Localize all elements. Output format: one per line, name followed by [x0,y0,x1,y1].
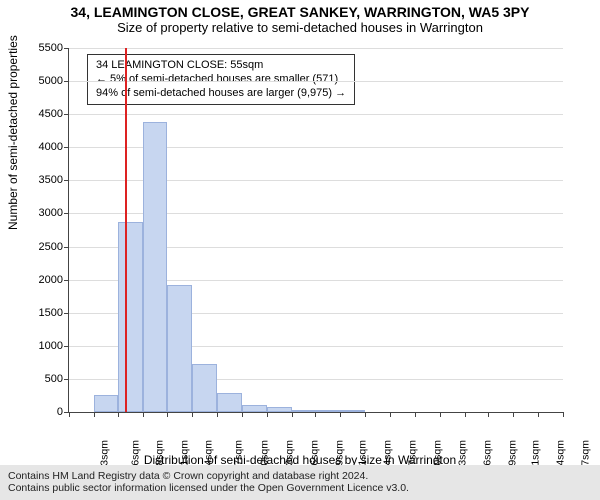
x-tick [292,412,293,417]
histogram-bar [267,407,292,412]
x-tick [192,412,193,417]
x-tick [563,412,564,417]
y-tick [64,247,69,248]
histogram-bar [217,393,242,412]
y-tick-label: 4500 [23,108,63,120]
histogram-bar [143,122,168,412]
x-tick [390,412,391,417]
y-tick-label: 500 [23,373,63,385]
y-tick [64,180,69,181]
y-tick [64,81,69,82]
x-tick [94,412,95,417]
histogram-bar [192,364,217,412]
y-tick [64,280,69,281]
chart-title-block: 34, LEAMINGTON CLOSE, GREAT SANKEY, WARR… [0,4,600,35]
y-tick [64,379,69,380]
footnote-line-2: Contains public sector information licen… [8,482,592,494]
x-tick [415,412,416,417]
legend-line-2: ← 5% of semi-detached houses are smaller… [96,73,346,87]
y-tick-label: 5000 [23,75,63,87]
y-tick-label: 4000 [23,141,63,153]
y-tick [64,48,69,49]
y-tick [64,213,69,214]
y-tick [64,114,69,115]
chart-container: 34, LEAMINGTON CLOSE, GREAT SANKEY, WARR… [0,0,600,500]
y-tick-label: 3500 [23,174,63,186]
x-tick [488,412,489,417]
histogram-bar [242,405,267,412]
chart-subtitle: Size of property relative to semi-detach… [0,20,600,35]
plot-area: 34 LEAMINGTON CLOSE: 55sqm ← 5% of semi-… [68,48,563,413]
legend-line-3: 94% of semi-detached houses are larger (… [96,87,346,101]
x-tick [315,412,316,417]
y-tick-label: 0 [23,406,63,418]
histogram-bar [118,222,143,412]
histogram-bar [315,410,340,412]
chart-title: 34, LEAMINGTON CLOSE, GREAT SANKEY, WARR… [0,4,600,20]
histogram-bar [340,410,365,412]
histogram-bar [94,395,118,412]
histogram-bar [167,285,192,412]
x-tick [267,412,268,417]
gridline [69,81,563,82]
y-axis-label: Number of semi-detached properties [6,35,20,230]
x-tick [69,412,70,417]
x-tick [538,412,539,417]
y-tick-label: 5500 [23,42,63,54]
legend-box: 34 LEAMINGTON CLOSE: 55sqm ← 5% of semi-… [87,54,355,105]
x-tick [143,412,144,417]
footnote-line-1: Contains HM Land Registry data © Crown c… [8,470,592,482]
source-footnote: Contains HM Land Registry data © Crown c… [0,465,600,500]
y-tick-label: 1000 [23,340,63,352]
y-tick-label: 2500 [23,241,63,253]
y-tick [64,346,69,347]
y-tick [64,147,69,148]
x-tick [167,412,168,417]
y-tick-label: 1500 [23,307,63,319]
x-tick [217,412,218,417]
legend-line-1: 34 LEAMINGTON CLOSE: 55sqm [96,59,346,73]
y-tick-label: 3000 [23,207,63,219]
x-tick [118,412,119,417]
x-tick [465,412,466,417]
histogram-bar [292,410,316,412]
gridline [69,114,563,115]
y-tick-label: 2000 [23,274,63,286]
x-tick [513,412,514,417]
x-tick [440,412,441,417]
x-tick [365,412,366,417]
x-tick [242,412,243,417]
y-tick [64,313,69,314]
x-tick [340,412,341,417]
gridline [69,48,563,49]
reference-line [125,48,127,412]
